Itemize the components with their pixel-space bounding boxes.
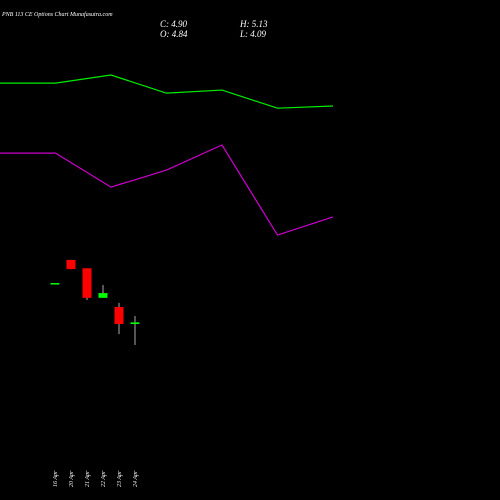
x-tick-label: 21 Apr [85,470,91,487]
open-label: O: 4.84 [160,29,188,39]
candle-body [66,259,76,270]
close-label: C: 4.90 [160,19,188,29]
x-tick-label: 20 Apr [69,470,75,487]
candle-body [114,307,124,325]
candle-body [82,268,92,298]
candle-body [130,322,140,325]
x-tick-label: 24 Apr [132,470,139,487]
x-tick-label: 16 Apr [53,470,59,487]
indicator-line [0,74,334,109]
x-tick-label: 22 Apr [101,470,107,487]
candle-body [50,283,60,285]
x-tick-label: 23 Apr [117,470,123,487]
low-label: L: 4.09 [239,29,267,39]
chart-title: PNB 113 CE Options Chart Munafasutra.com [1,11,113,18]
candle-body [98,293,108,298]
indicator-line [0,144,334,236]
high-label: H: 5.13 [239,19,268,29]
